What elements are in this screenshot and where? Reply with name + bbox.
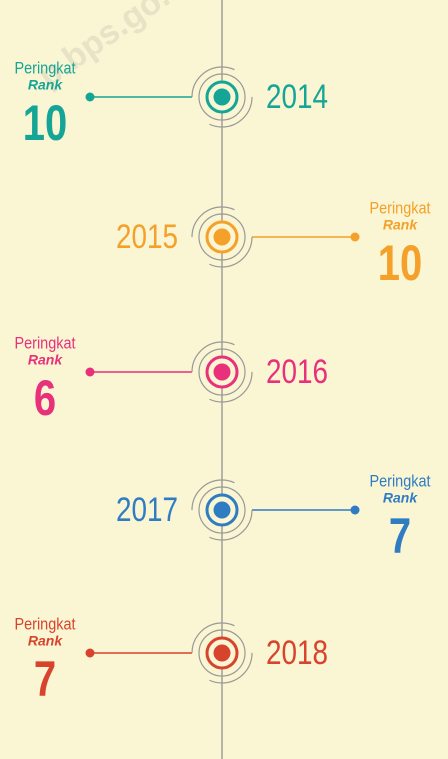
outer-ring [191, 622, 253, 684]
rank: 7 [34, 651, 56, 707]
connector-dot [350, 232, 360, 242]
center-dot [213, 88, 231, 106]
center-dot [213, 644, 231, 662]
outer-ring [191, 479, 253, 541]
outer-ring [191, 206, 253, 268]
sublabel: Rank [28, 352, 63, 368]
rank: 7 [389, 508, 411, 564]
label: Peringkat [14, 615, 76, 633]
year: 2014 [266, 77, 328, 115]
connector-dot [85, 648, 95, 658]
middle-ring [198, 486, 246, 534]
center-dot [213, 228, 231, 246]
connector-dot [350, 505, 360, 515]
middle-ring [198, 629, 246, 677]
sublabel: Rank [28, 633, 63, 649]
connector-dot [85, 92, 95, 102]
middle-ring [198, 213, 246, 261]
year: 2017 [116, 490, 178, 528]
rank: 10 [23, 95, 67, 151]
label: Peringkat [14, 59, 76, 77]
middle-ring [198, 73, 246, 121]
year: 2015 [116, 217, 178, 255]
outer-ring [191, 66, 253, 128]
rank: 6 [34, 370, 56, 426]
outer-ring [191, 341, 253, 403]
center-dot [213, 363, 231, 381]
connector-dot [85, 367, 95, 377]
year: 2018 [266, 633, 328, 671]
sublabel: Rank [383, 217, 418, 233]
year: 2016 [266, 352, 328, 390]
label: Peringkat [369, 472, 431, 490]
label: Peringkat [369, 199, 431, 217]
label: Peringkat [14, 334, 76, 352]
center-dot [213, 501, 231, 519]
sublabel: Rank [383, 490, 418, 506]
rank: 10 [378, 235, 422, 291]
sublabel: Rank [28, 77, 63, 93]
middle-ring [198, 348, 246, 396]
